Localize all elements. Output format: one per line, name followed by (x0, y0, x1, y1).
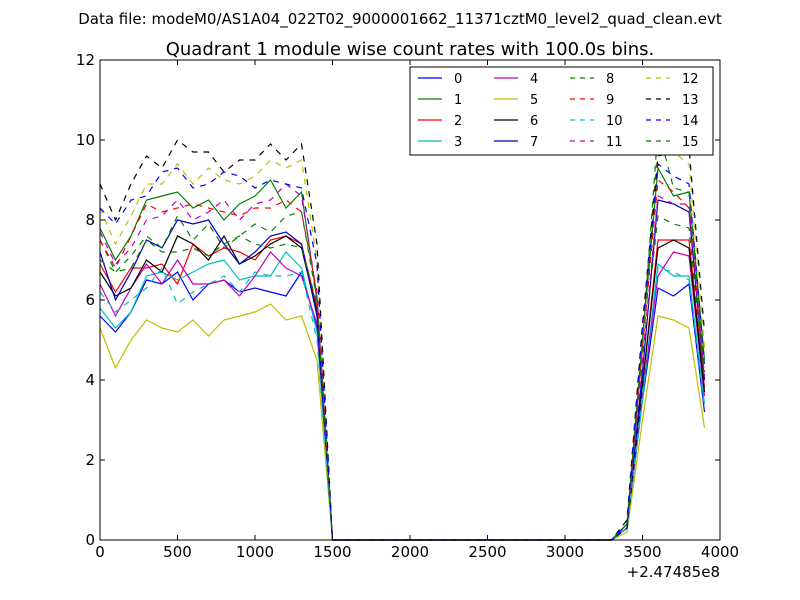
x-tick-label: 1500 (313, 543, 351, 561)
x-tick-label: 0 (95, 543, 105, 561)
legend-label-2: 2 (454, 114, 462, 129)
legend-label-6: 6 (530, 114, 538, 129)
x-tick-label: 500 (163, 543, 192, 561)
series-line-10 (99, 266, 706, 541)
x-tick-label: 3000 (546, 543, 584, 561)
series-line-8 (99, 211, 706, 541)
legend-label-7: 7 (530, 135, 538, 150)
series-line-6 (99, 234, 706, 541)
series-line-2 (99, 235, 706, 541)
y-tick-label: 0 (85, 531, 95, 549)
legend-label-14: 14 (682, 114, 699, 129)
y-tick-label: 10 (76, 131, 95, 149)
legend-box (409, 66, 714, 156)
legend-label-8: 8 (606, 72, 614, 87)
y-tick-label: 6 (85, 291, 95, 309)
legend-label-1: 1 (454, 93, 462, 108)
plot-lines (99, 127, 706, 541)
y-tick-label: 2 (85, 451, 95, 469)
x-axis-offset-label: +2.47485e8 (627, 563, 720, 581)
figure-suptitle: Data file: modeM0/AS1A04_022T02_90000016… (78, 10, 722, 29)
series-line-14 (99, 162, 706, 541)
y-tick-label: 8 (85, 211, 95, 229)
series-line-15 (99, 127, 706, 541)
legend-label-3: 3 (454, 135, 462, 150)
x-tick-label: 3500 (623, 543, 661, 561)
axis-ticks: 0 500 1000 1500 2000 2500 3000 3500 400002468101… (76, 51, 739, 561)
legend-label-10: 10 (606, 114, 623, 129)
legend-label-11: 11 (606, 135, 623, 150)
x-tick-label: 4000 (701, 543, 739, 561)
legend-label-4: 4 (530, 72, 538, 87)
series-line-13 (99, 139, 706, 541)
series-line-12 (99, 143, 706, 541)
x-tick-label: 1000 (236, 543, 274, 561)
series-line-9 (99, 178, 706, 541)
y-tick-label: 12 (76, 51, 95, 69)
legend-label-9: 9 (606, 93, 614, 108)
series-line-11 (99, 183, 706, 541)
x-tick-label: 2000 (391, 543, 429, 561)
legend-label-15: 15 (682, 135, 699, 150)
legend-label-0: 0 (454, 72, 462, 87)
legend-label-5: 5 (530, 93, 538, 108)
legend-label-13: 13 (682, 93, 699, 108)
series-line-0 (99, 270, 706, 541)
y-tick-label: 4 (85, 371, 95, 389)
legend-label-12: 12 (682, 72, 699, 87)
series-line-5 (99, 303, 706, 541)
chart-title: Quadrant 1 module wise count rates with … (166, 39, 655, 60)
x-tick-label: 2500 (468, 543, 506, 561)
